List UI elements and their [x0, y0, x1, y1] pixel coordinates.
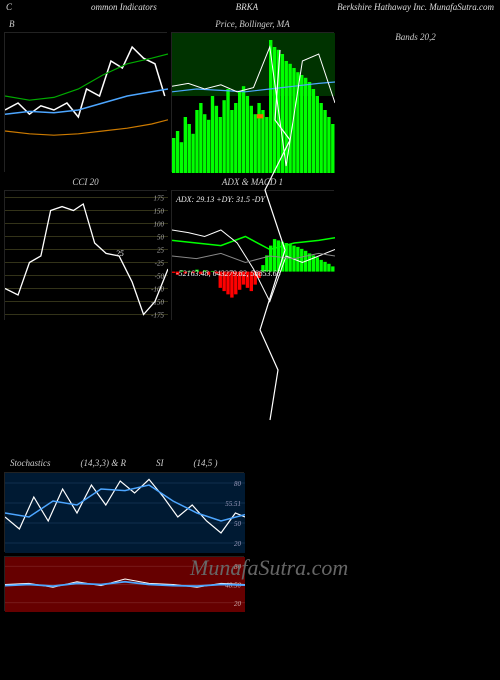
header: C ommon Indicators BRKA Berkshire Hathaw… [0, 0, 500, 14]
rsi-panel: 8048.5020 [4, 556, 244, 611]
stoch-title-right: (14,5 ) [194, 458, 218, 468]
header-left: C [6, 2, 12, 12]
svg-text:25: 25 [157, 247, 165, 255]
adx-overlay-top: ADX: 29.13 +DY: 31.5 -DY [176, 195, 265, 204]
stochastics-panel: 80 55.51 50 20 [4, 472, 244, 552]
svg-text:80: 80 [234, 480, 242, 488]
price-panel: B [4, 32, 167, 172]
svg-text:-175: -175 [151, 312, 164, 320]
stoch-title-mid: (14,3,3) & R [81, 458, 127, 468]
svg-text:80: 80 [234, 563, 242, 571]
stoch-title-mid2: SI [156, 458, 164, 468]
volume-panel: Price, Bollinger, MA [171, 32, 334, 172]
svg-text:100: 100 [154, 221, 165, 229]
adx-overlay-mid: -52163.48, 643279.82, 58853.66 [176, 269, 281, 278]
svg-text:55.51: 55.51 [225, 500, 241, 508]
header-right: Berkshire Hathaway Inc. MunafaSutra.com [337, 2, 494, 12]
price-title-center: Price, Bollinger, MA [172, 19, 333, 29]
svg-text:50: 50 [234, 520, 242, 528]
svg-text:50: 50 [157, 234, 165, 242]
price-title-right: Bands 20,2 [338, 32, 493, 42]
cci-title: CCI 20 [5, 177, 166, 187]
svg-text:150: 150 [154, 208, 165, 216]
svg-text:-150: -150 [151, 299, 164, 307]
svg-text:-100: -100 [151, 286, 164, 294]
price-title-left: B [5, 19, 166, 29]
adx-title: ADX & MACD 1 [172, 177, 333, 187]
adx-panel: ADX & MACD 1 ADX: 29.13 +DY: 31.5 -DY -5… [171, 190, 334, 320]
svg-text:-50: -50 [155, 273, 165, 281]
svg-text:-25: -25 [155, 260, 165, 268]
header-mid: ommon Indicators [91, 2, 157, 12]
header-ticker: BRKA [236, 2, 259, 12]
svg-text:20: 20 [234, 540, 242, 548]
svg-text:25: 25 [116, 249, 124, 258]
svg-text:20: 20 [234, 600, 242, 608]
cci-panel: CCI 20 1751501005025-25-50-100-150-17525 [4, 190, 167, 320]
stoch-title-left: Stochastics [10, 458, 51, 468]
svg-text:175: 175 [154, 195, 165, 203]
